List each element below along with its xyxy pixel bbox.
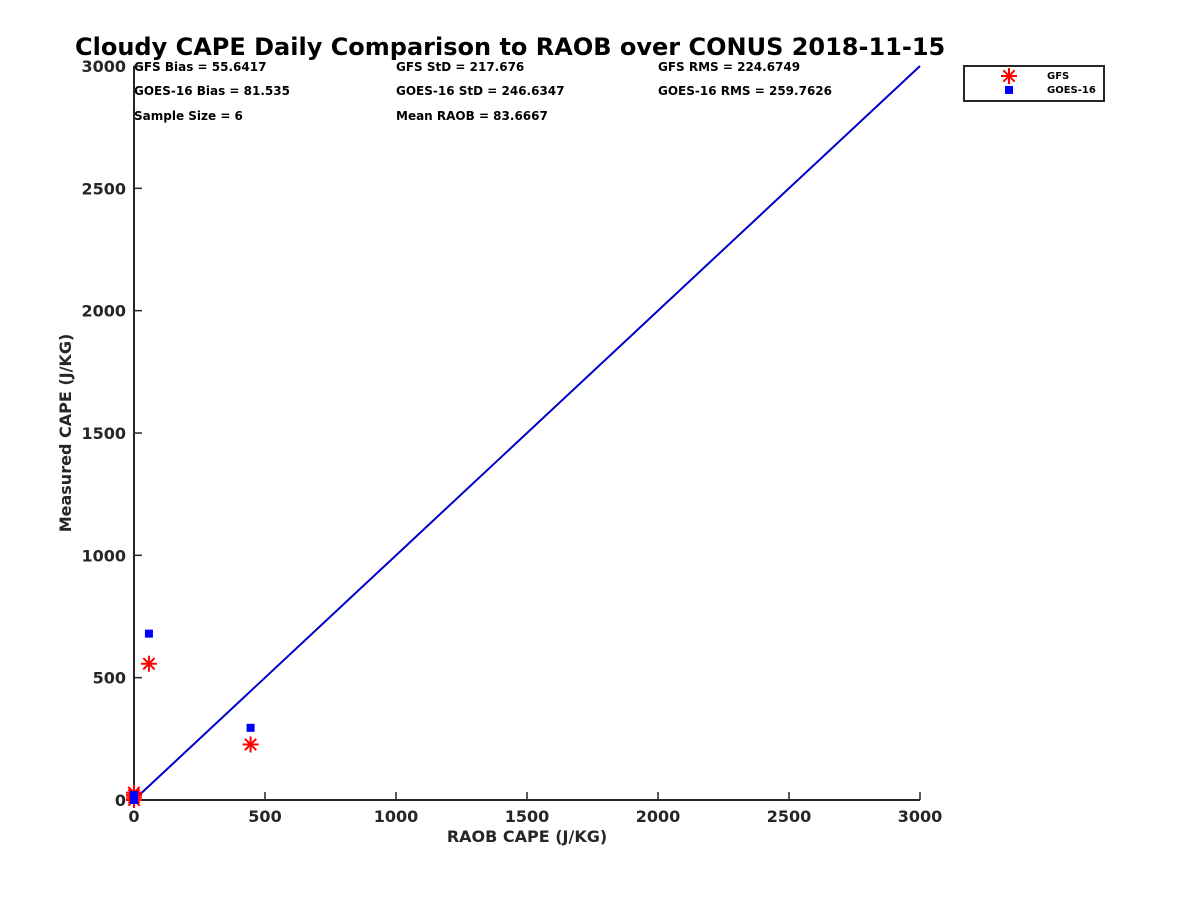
legend-box	[963, 65, 1105, 102]
legend: GFS GOES-16	[963, 65, 1105, 102]
y-tick-label: 2000	[81, 302, 126, 321]
goes16-point	[144, 629, 153, 638]
goes16-point	[246, 723, 255, 732]
y-ticks: 0 500 1000 1500 2000 2500 3000	[81, 57, 142, 810]
legend-goes16-marker	[1005, 86, 1013, 94]
gfs-point	[140, 655, 157, 672]
chart-title: Cloudy CAPE Daily Comparison to RAOB ove…	[75, 33, 945, 61]
y-tick-label: 1500	[81, 424, 126, 443]
y-tick-label: 500	[93, 669, 126, 688]
x-tick-label: 2500	[767, 807, 812, 826]
stat-gfs-std: GFS StD = 217.676	[396, 60, 524, 74]
y-axis-label: Measured CAPE (J/KG)	[56, 334, 75, 533]
y-tick-label: 0	[115, 791, 126, 810]
stats-block: GFS Bias = 55.6417 GFS StD = 217.676 GFS…	[134, 60, 832, 123]
stat-gfs-rms: GFS RMS = 224.6749	[658, 60, 800, 74]
stat-mean-raob: Mean RAOB = 83.6667	[396, 109, 548, 123]
legend-goes16-label: GOES-16	[1047, 85, 1096, 96]
stat-sample-size: Sample Size = 6	[134, 109, 243, 123]
stat-gfs-bias: GFS Bias = 55.6417	[134, 60, 266, 74]
goes16-point	[130, 792, 138, 801]
gfs-point	[242, 736, 259, 753]
legend-gfs-asterisk	[1001, 68, 1017, 84]
plot-marks	[126, 65, 921, 808]
x-axis-label: RAOB CAPE (J/KG)	[447, 827, 607, 846]
y-tick-label: 2500	[81, 179, 126, 198]
y-tick-label: 1000	[81, 546, 126, 565]
legend-gfs-label: GFS	[1047, 71, 1069, 82]
x-tick-label: 3000	[898, 807, 943, 826]
y-tick-label: 3000	[81, 57, 126, 76]
x-tick-label: 1500	[505, 807, 550, 826]
x-tick-label: 2000	[636, 807, 681, 826]
one-to-one-line	[133, 65, 921, 801]
x-ticks: 0 500 1000 1500 2000 2500 3000	[128, 792, 942, 826]
legend-gfs-marker	[1001, 68, 1017, 84]
x-tick-label: 0	[128, 807, 139, 826]
stat-goes-std: GOES-16 StD = 246.6347	[396, 84, 565, 98]
stat-goes-bias: GOES-16 Bias = 81.535	[134, 84, 290, 98]
x-tick-label: 1000	[374, 807, 419, 826]
x-tick-label: 500	[248, 807, 281, 826]
stat-goes-rms: GOES-16 RMS = 259.7626	[658, 84, 832, 98]
